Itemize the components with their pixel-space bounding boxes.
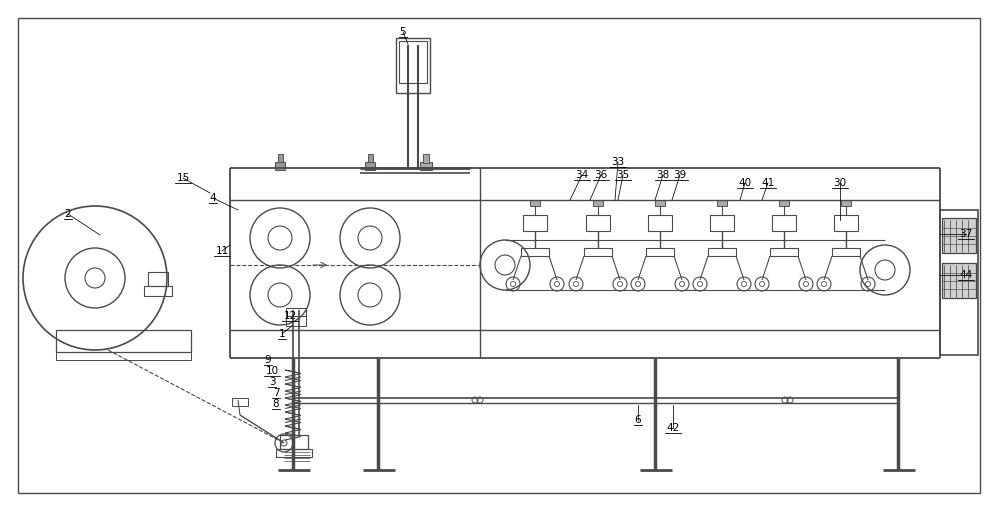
Bar [834, 215, 858, 231]
Text: 44: 44 [959, 270, 973, 280]
Bar [841, 200, 851, 206]
Text: 8: 8 [273, 399, 279, 409]
Bar [832, 248, 860, 256]
Bar [655, 200, 665, 206]
Text: 11: 11 [215, 246, 229, 256]
Bar [278, 154, 283, 162]
Bar [521, 248, 549, 256]
Bar [717, 200, 727, 206]
Text: 40: 40 [738, 178, 752, 188]
Text: 15: 15 [176, 173, 190, 183]
Bar [708, 248, 736, 256]
Bar [148, 272, 168, 286]
Text: 6: 6 [635, 415, 641, 425]
Text: 4: 4 [210, 193, 216, 203]
Bar [648, 215, 672, 231]
Text: 30: 30 [833, 178, 847, 188]
Bar [710, 215, 734, 231]
Text: 37: 37 [959, 229, 973, 239]
Bar [423, 154, 429, 163]
Bar [286, 308, 306, 316]
Bar [420, 162, 432, 170]
Bar [779, 200, 789, 206]
Text: 9: 9 [265, 355, 271, 365]
Bar [144, 286, 172, 296]
Bar [942, 263, 976, 298]
Bar [584, 248, 612, 256]
Text: 38: 38 [656, 170, 670, 180]
Bar [942, 218, 976, 253]
Bar [286, 316, 306, 326]
Bar [396, 38, 430, 93]
Bar [586, 215, 610, 231]
Text: 36: 36 [594, 170, 608, 180]
Text: 34: 34 [575, 170, 589, 180]
Text: 33: 33 [611, 157, 625, 167]
Text: 42: 42 [666, 423, 680, 433]
Bar [770, 248, 798, 256]
Bar [56, 352, 191, 360]
Text: 7: 7 [273, 388, 279, 398]
Bar [523, 215, 547, 231]
Bar [280, 435, 308, 449]
Text: 5: 5 [400, 27, 406, 37]
Text: 2: 2 [65, 209, 71, 219]
Bar [940, 210, 978, 355]
Bar [365, 162, 375, 170]
Text: 41: 41 [761, 178, 775, 188]
Text: 3: 3 [269, 377, 275, 387]
Text: 12: 12 [283, 311, 297, 321]
Bar [530, 200, 540, 206]
Bar [56, 330, 191, 352]
Text: 10: 10 [265, 366, 279, 376]
Bar [368, 154, 373, 162]
Bar [593, 200, 603, 206]
Bar [646, 248, 674, 256]
Text: 35: 35 [616, 170, 630, 180]
Bar [276, 449, 312, 457]
Bar [399, 41, 427, 83]
Bar [772, 215, 796, 231]
Bar [232, 398, 248, 406]
Text: 39: 39 [673, 170, 687, 180]
Text: 1: 1 [279, 329, 285, 339]
Bar [275, 162, 285, 170]
